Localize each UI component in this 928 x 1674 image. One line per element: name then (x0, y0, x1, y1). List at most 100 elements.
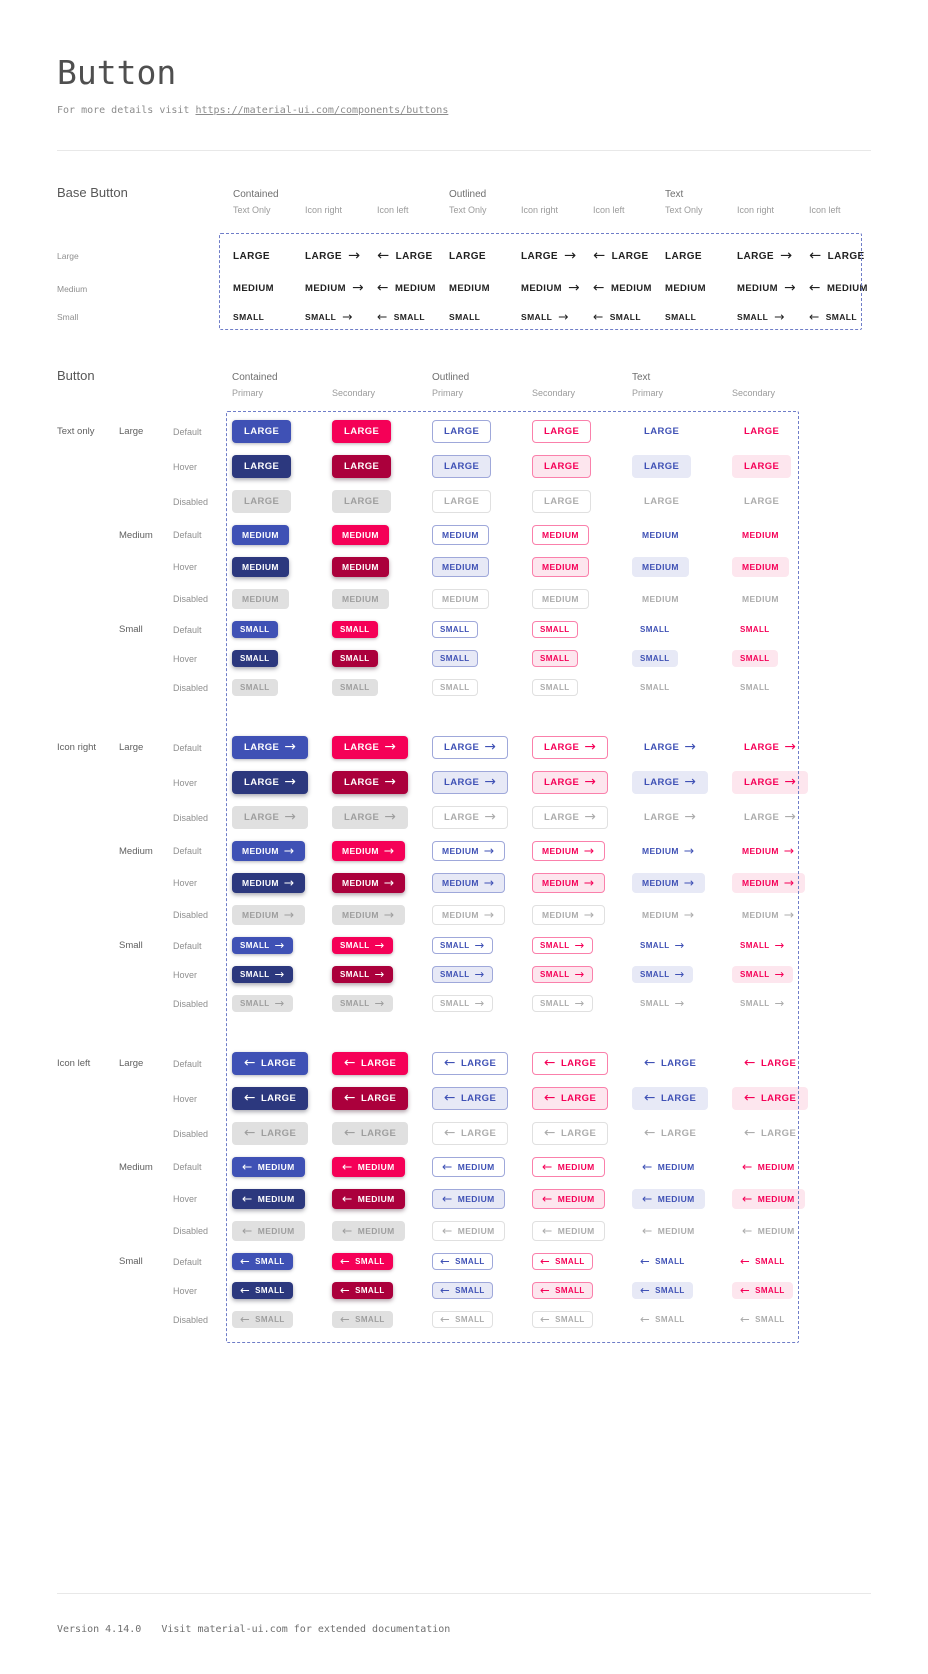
base-button-contained-text-only-small[interactable]: SMALL (233, 312, 264, 322)
button-outlined-primary-icon-right-medium-hover[interactable]: MEDIUM → (432, 873, 505, 893)
button-outlined-primary-icon-right-large-hover[interactable]: LARGE → (432, 771, 509, 794)
button-contained-primary-text-only-small-default[interactable]: SMALL (232, 621, 278, 638)
button-contained-secondary-text-only-large-default[interactable]: LARGE (332, 420, 392, 443)
button-text-primary-text-only-large-hover[interactable]: LARGE (632, 455, 692, 478)
button-text-secondary-icon-right-large-hover[interactable]: LARGE → (732, 771, 809, 794)
button-text-primary-text-only-small-hover[interactable]: SMALL (632, 650, 678, 667)
button-text-primary-icon-left-small-disabled[interactable]: ← SMALL (632, 1311, 693, 1328)
button-outlined-secondary-text-only-large-hover[interactable]: LARGE (532, 455, 592, 478)
button-text-secondary-icon-right-medium-disabled[interactable]: MEDIUM → (732, 905, 805, 925)
button-text-primary-icon-right-medium-default[interactable]: MEDIUM → (632, 841, 705, 861)
button-contained-secondary-icon-left-large-hover[interactable]: ← LARGE (332, 1087, 409, 1110)
button-contained-primary-text-only-small-disabled[interactable]: SMALL (232, 679, 278, 696)
base-button-outlined-text-only-small[interactable]: SMALL (449, 312, 480, 322)
button-outlined-secondary-icon-left-large-hover[interactable]: ← LARGE (532, 1087, 609, 1110)
button-contained-secondary-icon-left-medium-hover[interactable]: ← MEDIUM (332, 1189, 405, 1209)
button-outlined-primary-icon-right-medium-disabled[interactable]: MEDIUM → (432, 905, 505, 925)
button-text-secondary-icon-right-large-disabled[interactable]: LARGE → (732, 806, 808, 829)
button-outlined-primary-text-only-medium-default[interactable]: MEDIUM (432, 525, 489, 545)
button-text-secondary-icon-left-small-default[interactable]: ← SMALL (732, 1253, 793, 1270)
button-contained-primary-icon-right-large-default[interactable]: LARGE → (232, 736, 309, 759)
button-outlined-secondary-icon-right-small-hover[interactable]: SMALL → (532, 966, 593, 983)
button-contained-primary-text-only-medium-hover[interactable]: MEDIUM (232, 557, 289, 577)
button-contained-primary-icon-right-large-disabled[interactable]: LARGE → (232, 806, 309, 829)
button-text-primary-icon-right-large-disabled[interactable]: LARGE → (632, 806, 708, 829)
button-text-secondary-text-only-large-hover[interactable]: LARGE (732, 455, 792, 478)
button-contained-secondary-text-only-medium-hover[interactable]: MEDIUM (332, 557, 389, 577)
button-contained-primary-icon-right-small-default[interactable]: SMALL → (232, 937, 293, 954)
button-contained-primary-icon-left-small-hover[interactable]: ← SMALL (232, 1282, 293, 1299)
button-contained-primary-text-only-medium-default[interactable]: MEDIUM (232, 525, 289, 545)
docs-link[interactable]: https://material-ui.com/components/butto… (195, 105, 449, 116)
button-text-primary-icon-right-small-default[interactable]: SMALL → (632, 937, 693, 954)
button-contained-primary-text-only-large-hover[interactable]: LARGE (232, 455, 292, 478)
button-outlined-primary-icon-left-large-default[interactable]: ← LARGE (432, 1052, 509, 1075)
button-text-primary-icon-left-large-default[interactable]: ← LARGE (632, 1052, 708, 1075)
button-contained-secondary-icon-right-small-default[interactable]: SMALL → (332, 937, 393, 954)
base-button-contained-text-only-large[interactable]: LARGE (233, 251, 270, 262)
button-outlined-primary-icon-right-small-disabled[interactable]: SMALL → (432, 995, 493, 1012)
base-button-outlined-icon-right-medium[interactable]: MEDIUM → (521, 281, 580, 296)
button-text-secondary-text-only-large-default[interactable]: LARGE (732, 420, 791, 443)
button-outlined-secondary-text-only-medium-default[interactable]: MEDIUM (532, 525, 589, 545)
button-text-secondary-text-only-small-hover[interactable]: SMALL (732, 650, 778, 667)
button-outlined-primary-icon-left-large-disabled[interactable]: ← LARGE (432, 1122, 509, 1145)
button-outlined-secondary-text-only-small-default[interactable]: SMALL (532, 621, 578, 638)
base-button-text-icon-right-medium[interactable]: MEDIUM → (737, 281, 796, 296)
button-outlined-secondary-icon-right-medium-hover[interactable]: MEDIUM → (532, 873, 605, 893)
button-text-secondary-icon-left-medium-default[interactable]: ← MEDIUM (732, 1157, 805, 1177)
button-contained-secondary-icon-right-medium-default[interactable]: MEDIUM → (332, 841, 405, 861)
button-contained-primary-icon-left-large-hover[interactable]: ← LARGE (232, 1087, 309, 1110)
button-outlined-primary-text-only-small-hover[interactable]: SMALL (432, 650, 478, 667)
button-text-primary-icon-right-medium-hover[interactable]: MEDIUM → (632, 873, 705, 893)
button-outlined-primary-icon-left-small-default[interactable]: ← SMALL (432, 1253, 493, 1270)
button-outlined-secondary-icon-left-medium-disabled[interactable]: ← MEDIUM (532, 1221, 605, 1241)
button-outlined-primary-icon-left-medium-default[interactable]: ← MEDIUM (432, 1157, 505, 1177)
base-button-contained-icon-right-medium[interactable]: MEDIUM → (305, 281, 364, 296)
button-outlined-primary-icon-left-large-hover[interactable]: ← LARGE (432, 1087, 509, 1110)
button-contained-primary-icon-left-small-disabled[interactable]: ← SMALL (232, 1311, 293, 1328)
button-contained-secondary-icon-left-small-default[interactable]: ← SMALL (332, 1253, 393, 1270)
button-contained-secondary-icon-right-large-hover[interactable]: LARGE → (332, 771, 409, 794)
base-button-outlined-icon-right-small[interactable]: SMALL → (521, 310, 569, 323)
button-contained-secondary-text-only-large-disabled[interactable]: LARGE (332, 490, 392, 513)
button-text-primary-icon-right-medium-disabled[interactable]: MEDIUM → (632, 905, 705, 925)
button-contained-primary-icon-right-medium-hover[interactable]: MEDIUM → (232, 873, 305, 893)
button-outlined-primary-icon-left-small-disabled[interactable]: ← SMALL (432, 1311, 493, 1328)
button-outlined-primary-text-only-medium-disabled[interactable]: MEDIUM (432, 589, 489, 609)
base-button-outlined-text-only-medium[interactable]: MEDIUM (449, 283, 490, 294)
button-outlined-primary-text-only-medium-hover[interactable]: MEDIUM (432, 557, 489, 577)
base-button-outlined-icon-left-medium[interactable]: ← MEDIUM (593, 281, 652, 296)
button-contained-secondary-text-only-medium-disabled[interactable]: MEDIUM (332, 589, 389, 609)
button-outlined-secondary-text-only-large-disabled[interactable]: LARGE (532, 490, 592, 513)
button-outlined-secondary-icon-right-large-disabled[interactable]: LARGE → (532, 806, 609, 829)
button-outlined-primary-text-only-small-disabled[interactable]: SMALL (432, 679, 478, 696)
button-contained-secondary-text-only-medium-default[interactable]: MEDIUM (332, 525, 389, 545)
button-outlined-primary-text-only-large-disabled[interactable]: LARGE (432, 490, 492, 513)
base-button-text-icon-left-medium[interactable]: ← MEDIUM (809, 281, 868, 296)
button-text-primary-text-only-large-disabled[interactable]: LARGE (632, 490, 691, 513)
base-button-outlined-text-only-large[interactable]: LARGE (449, 251, 486, 262)
button-outlined-primary-icon-right-large-default[interactable]: LARGE → (432, 736, 509, 759)
button-contained-primary-text-only-medium-disabled[interactable]: MEDIUM (232, 589, 289, 609)
button-contained-primary-icon-right-small-hover[interactable]: SMALL → (232, 966, 293, 983)
button-contained-secondary-icon-right-large-disabled[interactable]: LARGE → (332, 806, 409, 829)
button-text-secondary-icon-right-small-default[interactable]: SMALL → (732, 937, 793, 954)
button-text-secondary-icon-left-large-disabled[interactable]: ← LARGE (732, 1122, 808, 1145)
button-contained-primary-icon-left-small-default[interactable]: ← SMALL (232, 1253, 293, 1270)
base-button-text-text-only-medium[interactable]: MEDIUM (665, 283, 706, 294)
button-text-secondary-icon-left-small-disabled[interactable]: ← SMALL (732, 1311, 793, 1328)
button-outlined-secondary-text-only-medium-disabled[interactable]: MEDIUM (532, 589, 589, 609)
button-outlined-primary-icon-left-medium-hover[interactable]: ← MEDIUM (432, 1189, 505, 1209)
base-button-text-text-only-large[interactable]: LARGE (665, 251, 702, 262)
button-contained-secondary-icon-left-small-hover[interactable]: ← SMALL (332, 1282, 393, 1299)
button-text-primary-text-only-medium-disabled[interactable]: MEDIUM (632, 589, 689, 609)
button-text-secondary-text-only-medium-default[interactable]: MEDIUM (732, 525, 789, 545)
button-text-primary-text-only-large-default[interactable]: LARGE (632, 420, 691, 443)
base-button-contained-icon-right-large[interactable]: LARGE → (305, 249, 361, 264)
button-text-secondary-icon-left-small-hover[interactable]: ← SMALL (732, 1282, 793, 1299)
button-outlined-secondary-icon-left-large-default[interactable]: ← LARGE (532, 1052, 609, 1075)
button-contained-secondary-icon-right-small-hover[interactable]: SMALL → (332, 966, 393, 983)
button-contained-primary-text-only-large-default[interactable]: LARGE (232, 420, 292, 443)
button-outlined-primary-text-only-small-default[interactable]: SMALL (432, 621, 478, 638)
